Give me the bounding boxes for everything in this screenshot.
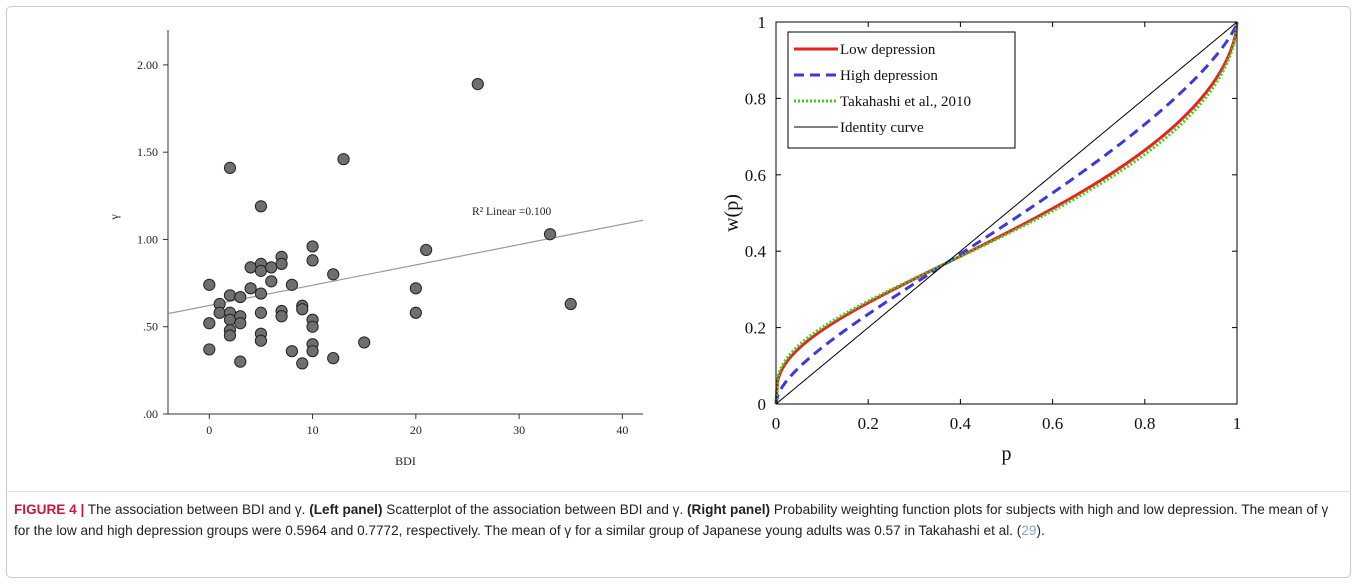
- scatter-point: [275, 310, 288, 323]
- y-tick-label: 1: [758, 13, 767, 32]
- x-tick-label: 0.6: [1042, 414, 1063, 433]
- legend-label-2: Takahashi et al., 2010: [840, 94, 971, 110]
- scatter-point: [275, 257, 288, 270]
- r-squared-annotation: R² Linear =0.100: [472, 206, 551, 218]
- y-axis-label: w(p): [721, 194, 743, 232]
- series-line-1: [774, 21, 1239, 405]
- x-tick-label: 0: [772, 414, 781, 433]
- scatter-point: [409, 282, 422, 295]
- right-panel-text: Probability weighting function plots for…: [14, 502, 1329, 538]
- scatter-point: [327, 268, 340, 281]
- scatter-point: [265, 275, 278, 288]
- x-tick-label: 0: [206, 423, 212, 437]
- y-tick-label: .00: [143, 407, 158, 421]
- scatter-point: [306, 345, 319, 358]
- scatter-point: [254, 200, 268, 213]
- scatter-point: [337, 153, 350, 166]
- y-tick-label: .50: [143, 320, 158, 334]
- x-axis-label: p: [1002, 443, 1012, 465]
- scatter-point: [203, 278, 216, 291]
- x-tick-label: 40: [616, 423, 628, 437]
- scatter-point: [296, 357, 309, 370]
- legend-box: [787, 31, 1016, 149]
- series-line-2: [774, 21, 1239, 405]
- scatter-point: [244, 282, 257, 295]
- reference-link[interactable]: 29: [1021, 523, 1037, 538]
- scatter-point: [327, 352, 340, 365]
- scatter-point: [254, 334, 268, 347]
- caption-end: ).: [1036, 523, 1045, 538]
- x-tick-label: 0.8: [1134, 414, 1155, 433]
- legend-label-3: Identity curve: [840, 120, 924, 136]
- x-tick-label: 0.4: [950, 414, 972, 433]
- fit-line: [167, 219, 644, 315]
- y-axis-label: γ: [107, 214, 121, 221]
- y-tick-label: 0.4: [745, 242, 767, 261]
- scatter-point: [223, 161, 237, 174]
- scatter-point: [564, 297, 577, 311]
- legend-label-1: High depression: [840, 68, 938, 84]
- scatter-point: [409, 306, 422, 319]
- y-tick-label: 0.6: [745, 166, 766, 185]
- scatter-point: [306, 254, 319, 267]
- figure-caption: FIGURE 4 | The association between BDI a…: [14, 499, 1334, 541]
- scatter-point: [254, 287, 268, 300]
- scatter-point: [203, 317, 216, 330]
- y-tick-label: 0.8: [745, 89, 766, 108]
- x-tick-label: 1: [1233, 414, 1242, 433]
- caption-divider: [6, 491, 1351, 492]
- series-line-0: [774, 21, 1239, 405]
- scatter-point: [254, 306, 268, 319]
- scatter-point: [306, 320, 319, 333]
- scatter-point: [420, 243, 433, 257]
- caption-intro: The association between BDI and γ.: [84, 502, 310, 517]
- right-panel-label: (Right panel): [687, 502, 771, 517]
- left-panel-text: Scatterplot of the association between B…: [382, 502, 688, 517]
- scatter-point: [285, 278, 299, 291]
- scatter-point: [543, 228, 557, 241]
- x-tick-label: 0.2: [858, 414, 879, 433]
- y-tick-label: 1.00: [137, 232, 158, 246]
- scatter-point: [234, 355, 247, 368]
- series-line-3: [775, 21, 1238, 405]
- x-tick-label: 30: [513, 423, 525, 437]
- plot-frame: [775, 21, 1238, 405]
- scatter-point: [234, 290, 247, 304]
- y-tick-label: 2.00: [137, 58, 158, 72]
- scatter-point: [471, 78, 484, 91]
- y-tick-label: 0.2: [745, 319, 766, 338]
- scatter-point: [296, 303, 309, 316]
- x-tick-label: 10: [307, 423, 319, 437]
- scatter-point: [234, 317, 247, 330]
- scatter-point: [203, 343, 216, 356]
- scatter-point: [306, 240, 319, 253]
- scatter-point: [358, 336, 371, 349]
- y-tick-label: 0: [758, 395, 767, 414]
- scatter-point: [223, 329, 237, 342]
- legend-label-0: Low depression: [840, 42, 936, 58]
- scatter-point: [285, 345, 299, 358]
- x-tick-label: 20: [410, 423, 422, 437]
- y-tick-label: 1.50: [137, 145, 158, 159]
- x-axis-label: BDI: [395, 454, 416, 468]
- figure-label: FIGURE 4 |: [14, 502, 85, 517]
- left-panel-label: (Left panel): [309, 502, 383, 517]
